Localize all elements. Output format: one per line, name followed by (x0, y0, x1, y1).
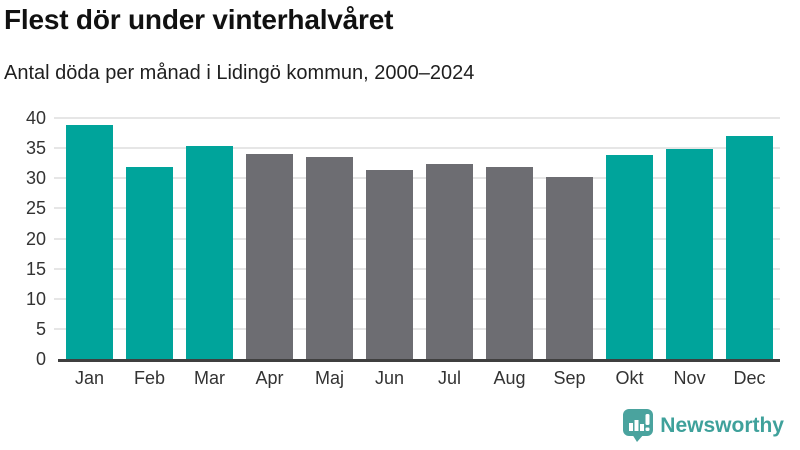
gridline-35 (54, 147, 780, 150)
y-tick-label-0: 0 (35, 349, 46, 369)
gridline-20 (54, 237, 780, 240)
gridline-40 (54, 117, 780, 119)
page-title: Flest dör under vinterhalvåret (4, 4, 394, 35)
bar-maj (306, 157, 353, 359)
y-tick-label-35: 35 (25, 138, 46, 159)
y-tick-label-40: 40 (25, 108, 46, 128)
gridline-5 (54, 327, 780, 330)
chart-subtitle: Antal döda per månad i Lidingö kommun, 2… (4, 62, 475, 84)
bar-apr (246, 154, 293, 359)
x-tick-label-feb: Feb (133, 368, 166, 388)
bar-jul (426, 164, 473, 359)
x-tick-label-aug: Aug (493, 368, 526, 388)
y-axis-labels: 0 5 10 15 20 25 30 35 40 (0, 108, 46, 369)
x-tick-label-okt: Okt (615, 368, 644, 388)
bar-mar (186, 146, 233, 359)
bar-nov (666, 149, 713, 359)
bar-chart-plot-area (54, 117, 780, 362)
bar-feb (126, 167, 173, 359)
gridline-30 (54, 177, 780, 180)
x-tick-label-apr: Apr (255, 368, 284, 388)
bar-jun (366, 169, 413, 359)
x-tick-label-jul: Jul (437, 368, 461, 388)
y-tick-label-25: 25 (25, 198, 46, 219)
newsworthy-logo: Newsworthy (623, 409, 784, 442)
gridline-10 (54, 297, 780, 300)
bar-aug (486, 167, 533, 359)
newsworthy-icon (623, 409, 654, 442)
bar-dec (726, 136, 773, 359)
x-tick-label-maj: Maj (314, 368, 344, 388)
x-tick-label-dec: Dec (733, 368, 766, 388)
y-tick-label-5: 5 (35, 318, 46, 339)
y-tick-label-30: 30 (25, 168, 46, 189)
gridline-25 (54, 207, 780, 210)
x-tick-label-sep: Sep (553, 368, 586, 388)
y-tick-label-10: 10 (25, 288, 46, 309)
x-tick-label-nov: Nov (673, 368, 706, 388)
y-tick-label-20: 20 (25, 228, 46, 249)
x-tick-label-mar: Mar (194, 368, 225, 388)
bar-sep (546, 177, 593, 359)
newsworthy-wordmark: Newsworthy (660, 413, 784, 437)
gridline-15 (54, 267, 780, 270)
bar-jan (66, 124, 113, 359)
y-tick-label-15: 15 (25, 258, 46, 279)
x-axis-labels: Jan Feb Mar Apr Maj Jun Jul Aug Sep Okt Nov Dec (58, 368, 780, 394)
bar-okt (606, 155, 653, 359)
x-tick-label-jun: Jun (374, 368, 405, 388)
x-tick-label-jan: Jan (74, 368, 105, 388)
